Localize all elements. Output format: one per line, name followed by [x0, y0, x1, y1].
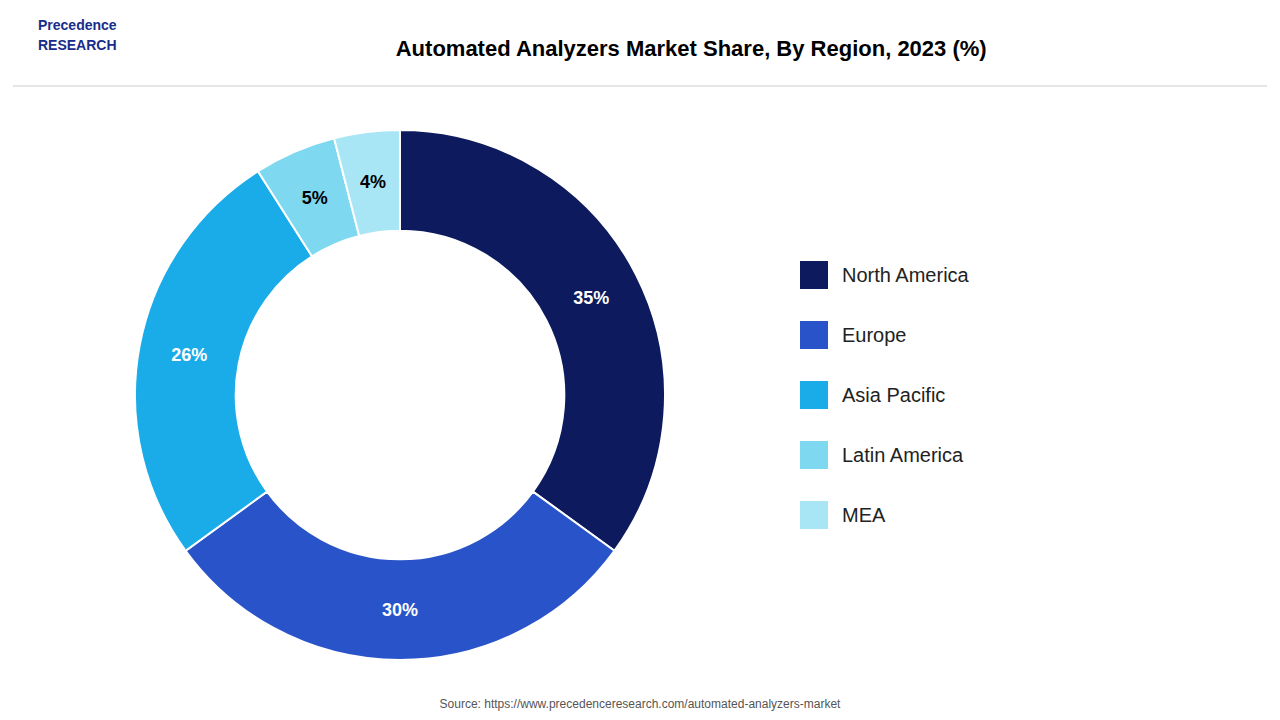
data-label: 30% — [382, 600, 418, 620]
source: Source: https://www.precedenceresearch.c… — [440, 697, 842, 711]
title-rule — [13, 86, 1267, 87]
legend-item: Asia Pacific — [800, 381, 945, 409]
legend-swatch — [800, 501, 828, 529]
title: Automated Analyzers Market Share, By Reg… — [396, 36, 987, 61]
legend-item: Latin America — [800, 441, 964, 469]
logo-text: RESEARCH — [38, 37, 117, 53]
legend-item: Europe — [800, 321, 907, 349]
legend-item: MEA — [800, 501, 886, 529]
slice — [334, 130, 400, 236]
legend: North America Europe Asia Pacific Latin Ame… — [800, 261, 970, 529]
legend-label: Latin America — [842, 444, 964, 466]
slice — [186, 492, 615, 660]
legend-swatch — [800, 441, 828, 469]
legend-item: North America — [800, 261, 970, 289]
legend-label: Asia Pacific — [842, 384, 945, 406]
legend-swatch — [800, 321, 828, 349]
data-labels: 35% 30% 26% 5% 4% — [171, 172, 609, 620]
legend-swatch — [800, 261, 828, 289]
legend-label: Europe — [842, 324, 907, 346]
slice — [135, 171, 312, 551]
slice — [400, 130, 665, 551]
data-label: 4% — [360, 172, 386, 192]
data-label: 26% — [171, 345, 207, 365]
logo-text: Precedence — [38, 17, 117, 33]
legend-label: MEA — [842, 504, 886, 526]
legend-swatch — [800, 381, 828, 409]
chart: Automated Analyzers Market Share, By Reg… — [0, 0, 1280, 720]
legend-label: North America — [842, 264, 970, 286]
donut — [135, 130, 665, 660]
data-label: 35% — [573, 288, 609, 308]
data-label: 5% — [302, 188, 328, 208]
